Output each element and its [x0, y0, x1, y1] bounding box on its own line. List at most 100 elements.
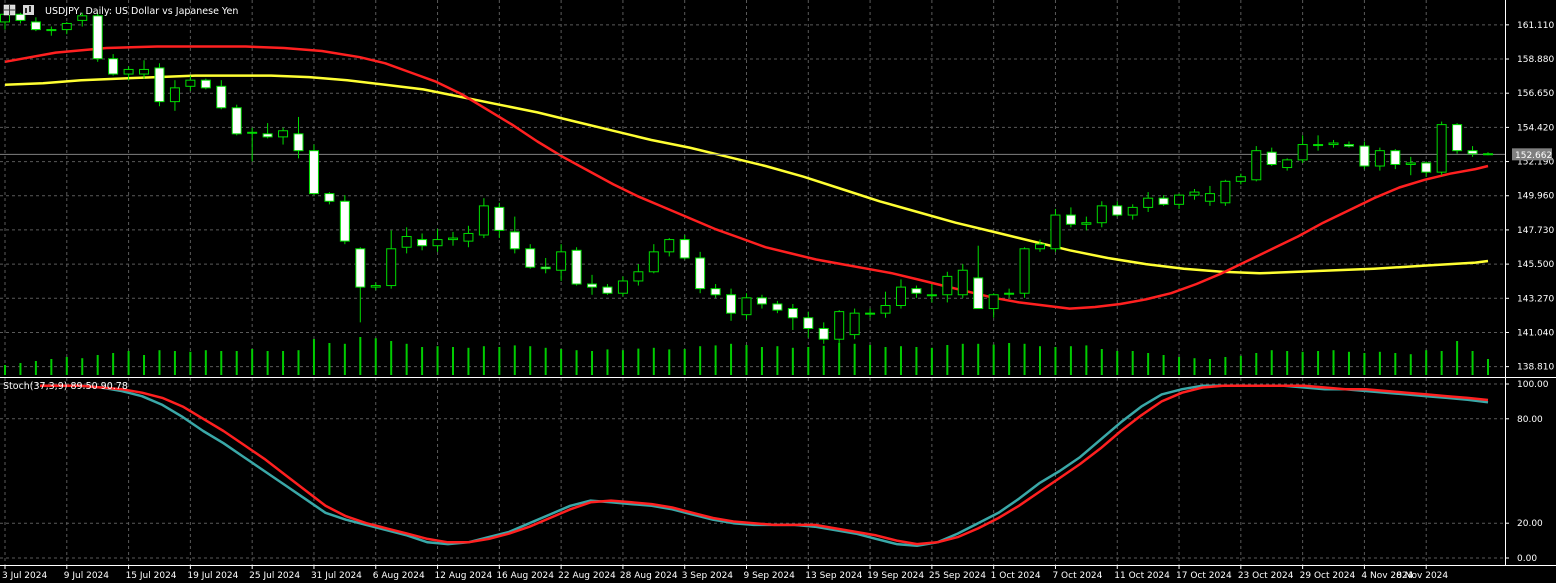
candle-bull	[1019, 248, 1030, 294]
candle-bull	[1174, 194, 1185, 205]
candle-bear	[787, 308, 798, 319]
candle-bull	[617, 280, 628, 294]
candle-bear	[1467, 150, 1478, 155]
candle-bear	[973, 277, 984, 310]
candle-bull	[1035, 243, 1046, 250]
time-tick-label: 13 Sep 2024	[805, 571, 862, 581]
time-tick-label: 17 Oct 2024	[1176, 571, 1232, 581]
candle-bull	[463, 232, 474, 242]
candle-bear	[509, 231, 520, 250]
candle-bull	[1374, 150, 1385, 167]
candle-bear	[339, 200, 350, 242]
stochastic-panel	[40, 384, 1489, 548]
candle-bear	[1421, 162, 1432, 173]
candle-bull	[1189, 191, 1200, 196]
time-tick-label: 3 Jul 2024	[2, 571, 47, 581]
candle-bull	[401, 236, 412, 248]
candle-bear	[602, 286, 613, 294]
candle-bear	[695, 257, 706, 290]
candle-bull	[61, 22, 72, 31]
candle-bear	[308, 150, 319, 195]
candle-bear	[30, 21, 41, 31]
price-tick-label: 156.650	[1517, 89, 1554, 99]
candle-bull	[1127, 206, 1138, 216]
candles[interactable]	[0, 12, 1493, 344]
candle-bear	[494, 206, 505, 231]
chart-candles-icon[interactable]	[23, 5, 34, 15]
price-tick-label: 145.500	[1517, 260, 1554, 270]
candle-bull	[1081, 222, 1092, 225]
time-tick-label: 25 Sep 2024	[929, 571, 986, 581]
time-tick-label: 6 Aug 2024	[373, 571, 425, 581]
candle-bull	[1235, 176, 1246, 182]
symbol-title: USDJPY, Daily: US Dollar vs Japanese Yen	[45, 6, 238, 17]
stoch-tick-label: 20.00	[1517, 519, 1543, 529]
candle-bear	[1390, 150, 1401, 165]
candle-bear	[324, 193, 335, 202]
candle-bull	[1297, 144, 1308, 161]
price-tick-label: 138.810	[1517, 363, 1554, 373]
price-tick-label: 158.880	[1517, 55, 1554, 65]
candle-bear	[1158, 197, 1169, 205]
axes: 161.110 158.880 156.650 154.420 152.190 149.9…	[2, 21, 1554, 581]
stochastic-label: Stoch(37,3,9) 89.50 90.78	[3, 381, 128, 392]
time-tick-label: 28 Aug 2024	[620, 571, 678, 581]
current-price-tag	[1512, 148, 1552, 161]
time-tick-label: 7 Oct 2024	[1052, 571, 1102, 581]
candle-bull	[46, 29, 57, 32]
price-tick-label: 147.730	[1517, 226, 1554, 236]
candle-bull	[834, 311, 845, 340]
candle-bull	[741, 297, 752, 316]
time-tick-label: 9 Jul 2024	[64, 571, 109, 581]
time-tick-label: 31 Jul 2024	[311, 571, 362, 581]
price-tick-label: 143.270	[1517, 294, 1554, 304]
candle-bull	[1436, 124, 1447, 173]
chart-header: USDJPY, Daily: US Dollar vs Japanese Yen	[3, 4, 238, 17]
chart-grid-icon[interactable]	[3, 4, 16, 16]
candle-bull	[432, 239, 443, 247]
candle-bull	[247, 131, 258, 134]
candle-bear	[540, 266, 551, 270]
candle-bear	[1359, 145, 1370, 167]
stoch-tick-label: 0.00	[1517, 554, 1537, 564]
candle-bear	[726, 294, 737, 314]
candle-bull	[1282, 159, 1293, 169]
stoch-signal-line	[40, 384, 1489, 546]
candle-bear	[911, 288, 922, 294]
volume-bars	[4, 337, 1489, 375]
price-tick-label: 154.420	[1517, 123, 1554, 133]
candle-bear	[92, 15, 103, 60]
candle-bull	[1143, 197, 1154, 208]
time-tick-label: 16 Aug 2024	[496, 571, 554, 581]
candle-bull	[77, 15, 88, 21]
stoch-tick-label: 80.00	[1517, 415, 1543, 425]
candle-bull	[988, 294, 999, 310]
candle-bull	[386, 248, 397, 287]
candle-bull	[664, 239, 675, 253]
candle-bear	[154, 67, 165, 103]
candle-bear	[587, 283, 598, 288]
candle-bull	[478, 205, 489, 236]
time-tick-label: 3 Sep 2024	[682, 571, 734, 581]
stoch-main-line	[40, 384, 1489, 548]
candle-bear	[571, 249, 582, 285]
candle-bull	[648, 251, 659, 273]
candle-bear	[1452, 124, 1463, 152]
grid	[0, 0, 1556, 566]
price-tick-label: 149.960	[1517, 192, 1554, 202]
time-tick-label: 22 Aug 2024	[558, 571, 616, 581]
candle-bull	[1328, 142, 1339, 146]
time-tick-label: 12 Aug 2024	[435, 571, 493, 581]
time-tick-label: 8 Nov 2024	[1396, 571, 1448, 581]
candle-bear	[1065, 214, 1076, 225]
candle-bull	[447, 237, 458, 241]
price-tick-label: 141.040	[1517, 328, 1554, 338]
time-tick-label: 9 Sep 2024	[744, 571, 796, 581]
candle-bear	[355, 248, 366, 288]
candle-bull	[880, 304, 891, 314]
candle-bull	[865, 312, 876, 315]
candle-bull	[139, 68, 150, 75]
candle-bull	[1251, 150, 1262, 181]
candle-bear	[231, 107, 242, 135]
candle-bear	[1112, 205, 1123, 216]
